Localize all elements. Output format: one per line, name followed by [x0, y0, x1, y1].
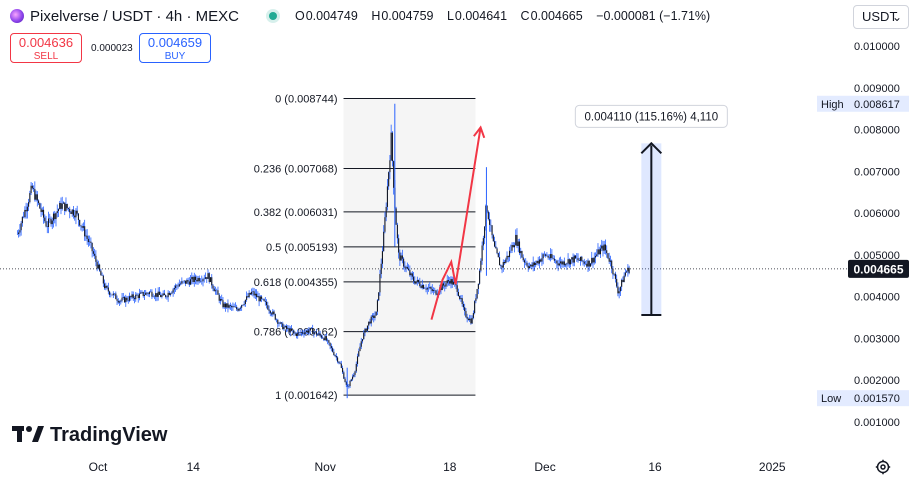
gear-icon[interactable]: [875, 459, 891, 475]
ohlc-values: O0.004749 H0.004759 L0.004641 C0.004665 …: [295, 9, 720, 23]
fib-level-label: 0 (0.008744): [275, 93, 337, 105]
price-tick-label: 0.006000: [854, 208, 900, 220]
price-range-measure: 0.004110 (115.16%) 4,110: [574, 104, 728, 317]
market-status-icon[interactable]: [268, 12, 277, 20]
time-tick-label: 14: [187, 460, 201, 474]
ohlc-low-key: L: [446, 9, 454, 23]
price-axis-bg: [848, 32, 915, 452]
spread-value: 0.000023: [91, 43, 133, 54]
currency-select[interactable]: USDT ⌄: [853, 5, 909, 29]
ohlc-close-value: 0.004665: [530, 9, 583, 23]
pixelverse-logo-icon[interactable]: [10, 9, 24, 23]
fib-level-label: 1 (0.001642): [275, 390, 337, 402]
fibonacci-retracement: 0 (0.008744) 0.236 (0.007068) 0.382 (0.006…: [254, 93, 476, 402]
price-tick-label: 0.009000: [854, 83, 900, 95]
ohlc-high-key: H: [371, 9, 381, 23]
measure-label-box: [574, 104, 728, 128]
buy-price: 0.004659: [147, 35, 203, 50]
chart-header: Pixelverse / USDT · 4h · MEXC O0.004749 …: [0, 0, 840, 32]
currency-label: USDT: [862, 9, 898, 24]
time-axis: Oct 14 Nov 18 Dec 16 2025: [89, 460, 786, 474]
fib-level-label: 0.236 (0.007068): [254, 163, 338, 175]
last-price-value: 0.004665: [853, 262, 903, 276]
price-tick-label: 0.001000: [854, 417, 900, 429]
buy-button[interactable]: 0.004659 BUY: [139, 33, 211, 63]
high-marker-value: 0.008617: [854, 99, 900, 111]
price-tick-label: 0.008000: [854, 125, 900, 137]
buy-label: BUY: [164, 51, 186, 62]
measure-label: 0.004110 (115.16%) 4,110: [585, 111, 719, 123]
fib-level-label: 0.382 (0.006031): [254, 207, 338, 219]
low-marker-bg: [817, 390, 909, 407]
ohlc-open-value: 0.004749: [305, 9, 358, 23]
fib-level-label: 0.618 (0.004355): [254, 277, 338, 289]
ohlc-high-value: 0.004759: [381, 9, 434, 23]
high-marker-label: High: [821, 99, 844, 111]
tradingview-logo-text: TradingView: [50, 424, 168, 446]
price-tick-label: 0.002000: [854, 375, 900, 387]
last-price-badge: [848, 259, 909, 278]
sell-button[interactable]: 0.004636 SELL: [10, 33, 82, 63]
price-tick-label: 0.005000: [854, 250, 900, 262]
ohlc-change-value: −0.000081 (−1.71%): [596, 9, 711, 23]
time-tick-label: 18: [443, 460, 457, 474]
sell-label: SELL: [33, 51, 59, 62]
tradingview-logo-icon: [12, 426, 44, 442]
price-tick-label: 0.004000: [854, 292, 900, 304]
low-marker-value: 0.001570: [854, 393, 900, 405]
time-tick-label: Dec: [534, 460, 555, 474]
chevron-down-icon: ⌄: [891, 10, 902, 24]
ohlc-open-key: O: [294, 9, 305, 23]
high-marker-bg: [817, 95, 909, 112]
time-tick-label: Oct: [89, 460, 108, 474]
ohlc-close-key: C: [520, 9, 530, 23]
price-tick-label: 0.010000: [854, 41, 900, 53]
price-markers: High 0.008617 Low 0.001570 0.004665: [817, 95, 909, 407]
time-tick-label: 2025: [759, 460, 786, 474]
fib-level-label: 0.5 (0.005193): [266, 242, 338, 254]
price-axis: 0.001000 0.002000 0.003000 0.004000 0.005000…: [848, 32, 915, 452]
symbol-title[interactable]: Pixelverse / USDT · 4h · MEXC: [30, 7, 239, 25]
projection-arrow-line: [430, 127, 482, 320]
price-series: [0, 103, 848, 399]
time-tick-label: 16: [648, 460, 662, 474]
price-tick-label: 0.007000: [854, 166, 900, 178]
low-marker-label: Low: [821, 393, 841, 405]
sell-price: 0.004636: [18, 35, 74, 50]
time-tick-label: Nov: [315, 460, 336, 474]
ohlc-low-value: 0.004641: [454, 9, 508, 23]
tradingview-logo[interactable]: TradingView: [12, 421, 182, 447]
projection-arrow: [430, 125, 486, 320]
projection-arrowhead: [473, 125, 486, 139]
measure-arrowhead: [640, 141, 663, 155]
price-tick-label: 0.003000: [854, 333, 900, 345]
